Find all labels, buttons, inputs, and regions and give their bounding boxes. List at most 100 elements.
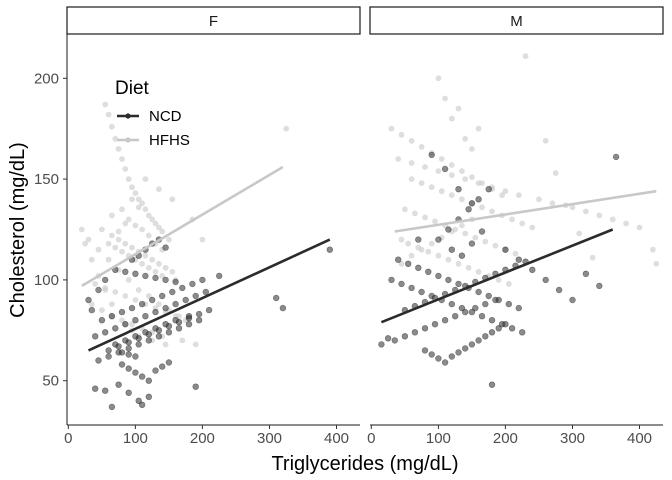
point-hfhs-m [418,180,425,187]
point-ncd-f [118,308,126,316]
point-hfhs-f [102,101,109,108]
point-hfhs-f [145,264,152,271]
point-ncd-m [378,341,385,348]
point-hfhs-f [145,212,152,219]
point-hfhs-m [398,131,405,138]
point-hfhs-f [129,196,135,203]
point-hfhs-m [435,75,442,82]
point-ncd-m [441,359,449,366]
point-hfhs-m [398,260,405,267]
point-ncd-f [165,329,173,336]
point-hfhs-m [462,230,469,237]
point-hfhs-f [119,206,125,213]
point-ncd-f [108,313,116,320]
point-ncd-m [441,317,449,324]
point-ncd-m [495,325,502,332]
point-ncd-m [468,308,476,316]
point-hfhs-m [492,242,499,249]
point-ncd-m [455,349,462,356]
point-hfhs-m [425,248,432,255]
point-ncd-f [125,389,132,396]
point-hfhs-f [99,307,105,313]
x-tick-label: 200 [190,430,215,447]
point-ncd-f [132,333,139,340]
point-hfhs-m [469,174,475,181]
point-ncd-m [502,246,509,253]
point-hfhs-f [156,301,162,307]
point-ncd-m [488,329,496,336]
point-ncd-m [488,317,496,324]
point-ncd-m [475,288,482,296]
point-ncd-f [149,296,156,304]
point-ncd-m [435,272,442,280]
point-ncd-m [391,337,398,344]
point-hfhs-f [129,184,135,191]
y-tick-label: 100 [34,272,59,289]
point-hfhs-m [512,250,519,257]
point-hfhs-f [122,166,129,172]
point-ncd-f [192,383,199,390]
point-ncd-f [122,337,129,344]
point-ncd-m [428,351,435,358]
point-hfhs-f [112,135,119,142]
x-tick-label: 0 [64,430,72,447]
point-hfhs-m [472,234,479,241]
point-hfhs-m [405,240,412,247]
point-ncd-m [408,284,415,292]
y-tick-label: 200 [34,70,59,87]
point-hfhs-m [408,176,415,183]
point-hfhs-f [112,244,119,251]
point-ncd-f [112,341,119,348]
point-hfhs-m [569,204,576,211]
point-ncd-f [145,377,153,384]
point-ncd-m [482,300,489,308]
point-hfhs-f [129,321,135,328]
point-ncd-m [455,280,462,288]
point-ncd-f [172,300,179,308]
point-hfhs-m [402,206,408,213]
point-hfhs-m [653,260,660,267]
point-ncd-m [421,347,429,354]
lines-layer-m [380,189,657,324]
point-ncd-m [475,196,482,203]
point-hfhs-f [142,206,149,213]
point-hfhs-m [542,137,549,144]
point-hfhs-m [552,170,559,177]
point-ncd-f [138,300,146,308]
point-ncd-m [448,246,455,253]
point-hfhs-f [122,240,129,247]
point-ncd-m [485,292,492,300]
point-ncd-m [502,321,509,328]
point-ncd-m [468,341,476,348]
point-ncd-f [101,387,109,394]
point-hfhs-m [529,224,536,231]
points-layer-m [378,53,660,388]
point-ncd-m [468,240,476,247]
point-hfhs-f [92,281,99,287]
y-axis-title: Cholesterol (mg/dL) [7,142,29,318]
point-hfhs-f [156,186,162,193]
point-hfhs-m [408,137,415,144]
point-hfhs-f [112,289,119,295]
point-hfhs-m [445,256,452,263]
point-ncd-f [118,349,126,356]
point-ncd-m [411,329,419,336]
point-ncd-f [162,304,169,312]
point-hfhs-m [505,281,512,287]
point-ncd-f [138,401,146,408]
point-ncd-m [482,333,489,340]
point-ncd-f [135,341,142,348]
point-ncd-m [435,236,442,243]
point-hfhs-m [422,164,428,170]
point-ncd-m [468,200,476,207]
point-ncd-m [569,296,576,304]
point-ncd-f [185,313,193,320]
point-hfhs-m [422,214,428,221]
point-hfhs-m [583,208,589,215]
legend-swatch-ncd-point [125,113,131,119]
point-hfhs-m [408,160,415,166]
point-ncd-f [105,347,112,354]
point-ncd-f [128,304,136,312]
point-ncd-f [205,306,213,314]
point-hfhs-m [448,162,455,168]
